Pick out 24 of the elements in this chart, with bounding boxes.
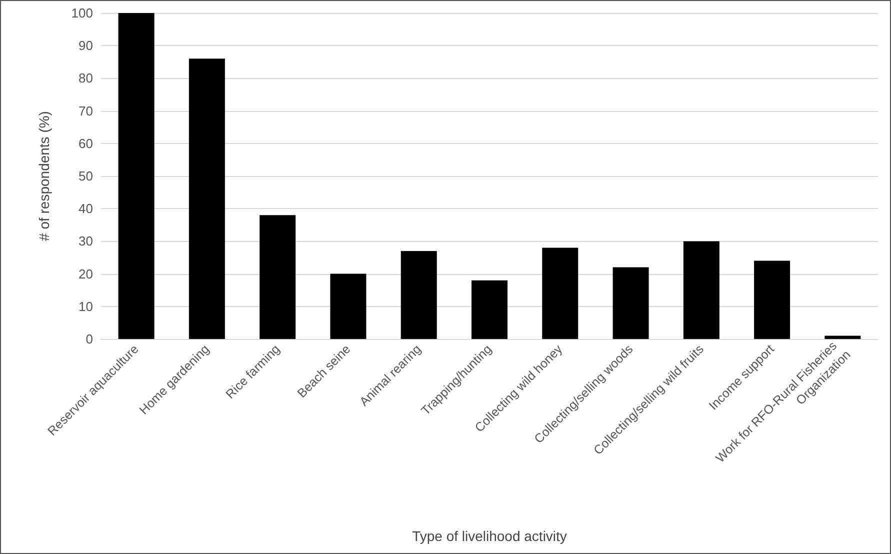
bar [472,280,508,339]
bar [754,260,790,339]
y-axis-title: # of respondents (%) [36,111,52,241]
bar [824,336,861,339]
y-tick-label: 40 [78,201,93,216]
bar [330,274,366,339]
bar [118,13,154,339]
bar [188,58,225,339]
y-tick-label: 30 [78,234,93,249]
bar [260,215,296,339]
bar [612,267,649,339]
x-axis-title: Type of livelihood activity [412,528,567,544]
y-tick-label: 60 [78,136,93,151]
y-tick-label: 70 [78,103,93,118]
y-tick-label: 90 [78,38,93,54]
y-tick-label: 80 [78,70,93,86]
y-tick-label: 20 [78,266,93,282]
y-tick-label: 100 [71,6,93,20]
bar [542,248,578,339]
y-tick-label: 0 [86,332,93,346]
y-tick-label: 10 [78,298,93,314]
bar [400,250,437,339]
bar [683,241,720,339]
y-tick-label: 50 [78,168,93,184]
